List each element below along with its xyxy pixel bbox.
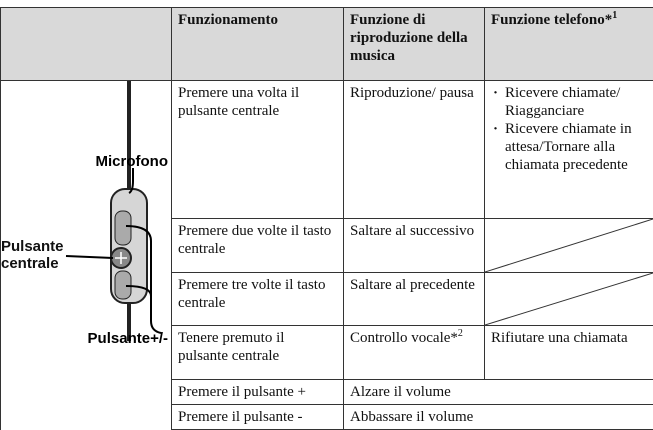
cell: Premere una volta il pulsante centrale [172,81,344,219]
cell: Rifiutare una chiamata [485,326,653,380]
diagonal [485,219,653,272]
footnote-mark: 2 [458,328,463,339]
header-text: Funzione telefono* [491,12,612,28]
cell: Controllo vocale*2 [344,326,485,380]
cell: Premere tre volte il tasto centrale [172,273,344,326]
bullet-list: Ricevere chiamate/ RiagganciareRicevere … [491,84,647,174]
na-cell [485,273,653,326]
header-cell: Funzione telefono*1 [485,8,653,81]
bullet: Ricevere chiamate/ Riagganciare [505,84,647,120]
cell: Premere due volte il tasto centrale [172,219,344,273]
cell: Riproduzione/ pausa [344,81,485,219]
cell-text: Controllo vocale* [350,330,458,346]
function-table: Funzionamento Funzione di riproduzione d… [0,7,653,430]
cell: Premere il pulsante + [172,380,344,405]
cell: Tenere premuto il pulsante centrale [172,326,344,380]
microphone-label: Microfono [96,153,169,170]
header-row: Funzionamento Funzione di riproduzione d… [1,8,653,81]
remote-illustration: Microfono Pulsante centrale Pulsante+/- [1,81,172,427]
na-cell [485,219,653,273]
cell: Ricevere chiamate/ RiagganciareRicevere … [485,81,653,219]
header-cell: Funzione di riproduzione della musica [344,8,485,81]
center-button-label: Pulsante centrale [1,238,76,272]
cell: Saltare al successivo [344,219,485,273]
illustration-cell: Microfono Pulsante centrale Pulsante+/- [1,81,172,430]
header-cell: Funzionamento [172,8,344,81]
cell: Alzare il volume [344,380,653,405]
header-empty [1,8,172,81]
bullet: Ricevere chiamate in attesa/Tornare alla… [505,120,647,174]
footnote-mark: 1 [612,10,617,21]
volume-button-label: Pulsante+/- [88,330,168,347]
cell: Saltare al precedente [344,273,485,326]
diagonal [485,273,653,325]
